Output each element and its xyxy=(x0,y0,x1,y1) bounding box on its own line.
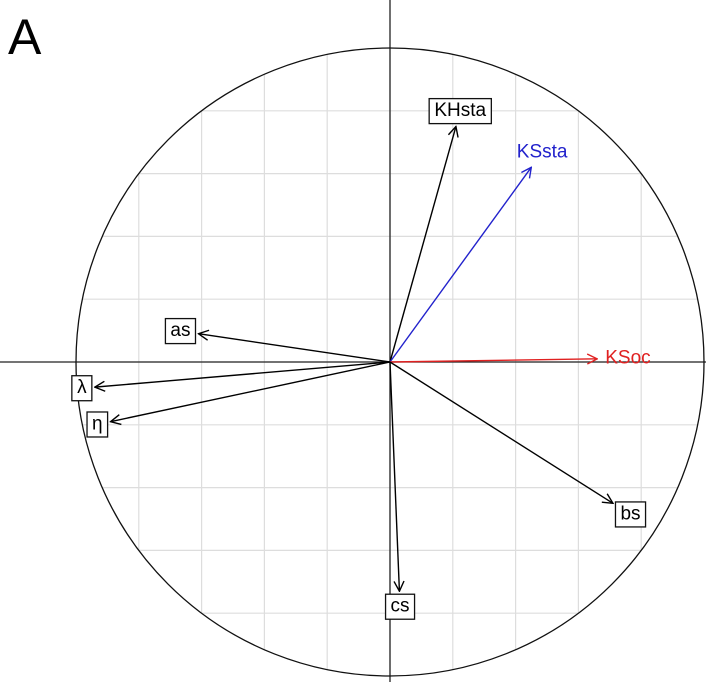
vector-label: KSoc xyxy=(605,347,650,368)
vector-label: η xyxy=(92,413,103,434)
label-box xyxy=(71,375,93,402)
vector-arrow xyxy=(389,127,456,363)
vector-arrow xyxy=(389,359,597,362)
vector-arrow xyxy=(111,361,391,422)
label-box xyxy=(614,501,647,528)
vector-label: KSsta xyxy=(517,141,568,162)
vector-arrow xyxy=(389,361,399,591)
vector-arrow xyxy=(198,334,391,363)
label-box xyxy=(428,97,492,125)
vector-label: cs xyxy=(391,596,410,617)
unit-circle xyxy=(75,47,705,677)
vector-label: as xyxy=(170,320,190,341)
vector-arrow xyxy=(95,361,391,387)
label-box xyxy=(164,317,197,345)
vector-arrow xyxy=(389,361,613,503)
label-box xyxy=(384,593,416,620)
vector-label: KHsta xyxy=(434,100,486,121)
vectors: KHsta KSsta KSoc as λη bs cs xyxy=(71,97,651,620)
chart-title: A xyxy=(8,9,42,65)
vector-label: λ xyxy=(77,377,87,398)
label-box xyxy=(86,411,109,438)
vector-arrow xyxy=(389,167,531,363)
vector-label: bs xyxy=(620,503,640,524)
